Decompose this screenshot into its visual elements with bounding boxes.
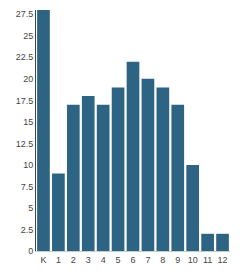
svg-text:10: 10 [188,255,198,265]
svg-text:17.5: 17.5 [16,96,34,106]
svg-text:12: 12 [218,255,228,265]
svg-text:3: 3 [86,255,91,265]
svg-text:15: 15 [23,117,33,127]
svg-text:12.5: 12.5 [16,139,34,149]
svg-text:2: 2 [71,255,76,265]
svg-text:1: 1 [56,255,61,265]
svg-text:5: 5 [28,203,33,213]
svg-text:0: 0 [28,246,33,256]
svg-text:25: 25 [23,31,33,41]
svg-text:20: 20 [23,74,33,84]
svg-text:2.5: 2.5 [21,225,34,235]
svg-text:4: 4 [101,255,106,265]
svg-text:11: 11 [203,255,212,265]
svg-text:8: 8 [160,255,165,265]
svg-text:5: 5 [116,255,121,265]
svg-text:10: 10 [23,160,33,170]
svg-text:7: 7 [145,255,150,265]
svg-text:22.5: 22.5 [16,52,34,62]
svg-text:K: K [40,255,46,265]
svg-text:7.5: 7.5 [21,182,34,192]
svg-text:6: 6 [130,255,135,265]
svg-text:27.5: 27.5 [16,9,34,19]
svg-text:9: 9 [175,255,180,265]
